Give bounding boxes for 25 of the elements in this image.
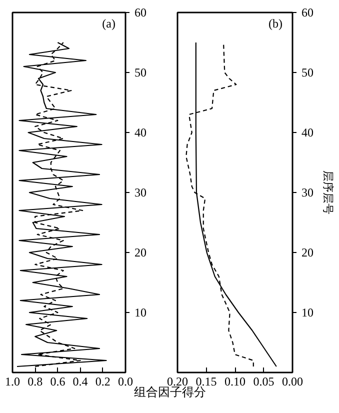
y-tick-label: 40 bbox=[302, 126, 314, 140]
x-axis-title: 组合因子得分 bbox=[134, 385, 206, 401]
y-tick-label: 10 bbox=[302, 306, 314, 320]
x-tick-label: 0.8 bbox=[28, 374, 43, 388]
y-tick-label: 30 bbox=[302, 186, 314, 200]
x-tick-label: 0.00 bbox=[282, 374, 303, 388]
y-tick-label: 50 bbox=[134, 66, 146, 80]
chart-title: (a) bbox=[102, 16, 116, 30]
x-tick-label: 0.0 bbox=[118, 374, 133, 388]
y-tick-label: 60 bbox=[134, 6, 146, 20]
y-tick-label: 50 bbox=[302, 66, 314, 80]
y-axis-title: 层序层号 bbox=[322, 170, 334, 214]
x-tick-label: 0.10 bbox=[224, 374, 246, 388]
y-tick-label: 60 bbox=[302, 6, 314, 20]
x-tick-label: 0.05 bbox=[253, 374, 274, 388]
x-tick-label: 0.4 bbox=[72, 374, 88, 388]
y-tick-label: 10 bbox=[134, 306, 146, 320]
x-tick-label: 0.6 bbox=[50, 374, 66, 388]
x-tick-label: 0.2 bbox=[95, 374, 110, 388]
chart-title: (b) bbox=[268, 16, 283, 30]
y-tick-label: 20 bbox=[134, 246, 146, 260]
y-tick-label: 40 bbox=[134, 126, 146, 140]
x-tick-label: 1.0 bbox=[5, 374, 20, 388]
y-tick-label: 20 bbox=[302, 246, 314, 260]
y-tick-label: 30 bbox=[134, 186, 146, 200]
